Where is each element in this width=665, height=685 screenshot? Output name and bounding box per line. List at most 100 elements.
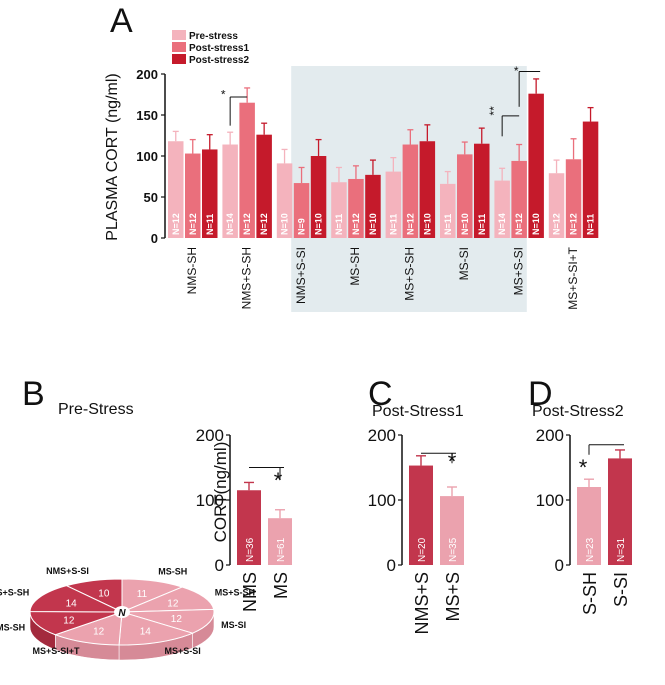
pie-slice-value: 12 (171, 614, 183, 625)
bar (494, 180, 510, 238)
pie-center-label: N (118, 608, 126, 619)
bar (276, 163, 293, 238)
bar (608, 458, 632, 565)
category-label: MS+S (443, 572, 463, 622)
ytick-label: 100 (196, 491, 224, 510)
bar (168, 141, 184, 238)
panel-a-ytick-label: 100 (136, 149, 158, 164)
pie-slice-label: MS-SH (158, 567, 187, 577)
ytick-label: 200 (368, 426, 396, 445)
panel-b-chart: 0 100 200 N=36 NMS N=61 MS * (196, 426, 292, 612)
bar (565, 159, 582, 238)
category-label: MS+S-SH (403, 247, 417, 301)
data-label: N=20 (417, 537, 428, 562)
ytick-label: 100 (536, 491, 564, 510)
data-label: N=61 (276, 537, 287, 562)
data-label: N=36 (245, 537, 256, 562)
pie-slice-value: 14 (66, 599, 78, 610)
data-label: N=10 (314, 213, 324, 235)
bar (293, 183, 310, 238)
category-label: NMS+S (412, 572, 432, 635)
panel-a-letter: A (110, 2, 133, 40)
pie-slice-value: 12 (93, 627, 105, 638)
data-label: N=12 (569, 213, 579, 235)
data-label: N=11 (586, 214, 596, 235)
data-label: N=9 (297, 218, 307, 235)
panel-c-letter: C (368, 375, 393, 413)
data-label: N=11 (205, 214, 215, 235)
bar (457, 154, 473, 238)
data-label: N=14 (225, 213, 235, 235)
legend-label: Post-stress2 (189, 55, 249, 66)
ytick-label: 0 (555, 556, 564, 575)
category-label: MS+S-SI (511, 247, 525, 295)
data-label: N=31 (616, 537, 627, 562)
data-label: N=12 (405, 213, 415, 235)
bar (310, 156, 327, 238)
data-label: N=10 (531, 213, 541, 235)
pie-slice (121, 578, 184, 613)
bar (419, 141, 436, 238)
panel-a-ytick-label: 50 (144, 190, 158, 205)
panel-a-ylabel: PLASMA CORT (ng/ml) (104, 73, 121, 240)
category-label: NMS-SH (185, 247, 199, 294)
significance-star: * (579, 455, 588, 480)
category-label: MS (271, 572, 291, 599)
pie-slice (53, 611, 123, 646)
ytick-label: 0 (387, 556, 396, 575)
panel-a-ytick-label: 200 (136, 67, 158, 82)
data-label: N=10 (422, 213, 432, 235)
significance-star: * (448, 449, 457, 474)
significance-star: * (514, 64, 519, 78)
data-label: N=11 (477, 214, 487, 235)
data-label: N=10 (280, 213, 290, 235)
legend-swatch (172, 42, 186, 52)
significance-star: ** (487, 106, 501, 116)
pie-slice-value: 14 (140, 627, 152, 638)
panel-b-letter: B (22, 375, 45, 413)
data-label: N=12 (171, 213, 181, 235)
significance-star: * (221, 88, 226, 102)
bar (440, 183, 456, 238)
bar (365, 174, 381, 238)
legend-label: Post-stress1 (189, 43, 249, 54)
ytick-label: 200 (196, 426, 224, 445)
pie-slice-value: 11 (137, 589, 148, 600)
pie-slice-label: NMS+S-SH (0, 588, 29, 598)
bar (331, 182, 347, 238)
panel-b-title: Pre-Stress (58, 401, 134, 418)
legend-swatch (172, 54, 186, 64)
category-label: NMS+S-SI (294, 247, 308, 304)
category-label: MS-SI (457, 247, 471, 280)
pie-center (114, 606, 130, 618)
ytick-label: 100 (368, 491, 396, 510)
data-label: N=11 (443, 214, 453, 235)
data-label: N=12 (552, 213, 562, 235)
bar (385, 171, 402, 238)
pie-slice (29, 585, 123, 613)
category-label: MS+S-SI+T (566, 246, 580, 309)
bar (268, 518, 292, 565)
pie-slice-value: 12 (167, 599, 179, 610)
legend-swatch (172, 30, 186, 40)
panel-d-letter: D (528, 375, 553, 413)
data-label: N=11 (334, 214, 344, 235)
data-label: N=12 (242, 213, 252, 235)
category-label: S-SI (611, 572, 631, 607)
data-label: N=12 (259, 213, 269, 235)
pie-slice-label: MS+S-SI+T (32, 646, 80, 656)
data-label: N=12 (188, 213, 198, 235)
bar (237, 490, 261, 565)
bar (582, 121, 599, 238)
category-label: NMS+S-SH (239, 247, 253, 309)
bar (202, 149, 218, 238)
panel-d-chart: 0 100 200 N=23 S-SH N=31 S-SI * (536, 426, 632, 615)
data-label: N=14 (497, 213, 507, 235)
bar (348, 178, 364, 238)
pie-slice-label: MS+S-SI (165, 646, 201, 656)
significance-star: * (274, 468, 283, 493)
ytick-label: 200 (536, 426, 564, 445)
pie-slice-label: NMS+S-SI (46, 566, 89, 576)
bar (185, 153, 201, 238)
